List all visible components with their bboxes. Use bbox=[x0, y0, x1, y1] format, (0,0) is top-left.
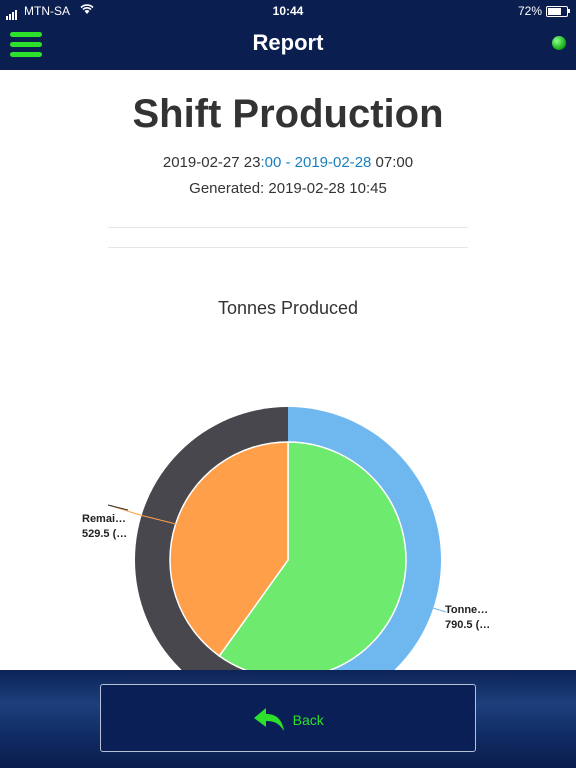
back-button[interactable]: Back bbox=[100, 684, 476, 752]
report-time-range: 2019-02-27 23:00 - 2019-02-28 07:00 bbox=[0, 154, 576, 171]
range-start-text: 2019-02-27 23 bbox=[162, 154, 261, 171]
status-bar: MTN-SA 10:44 72% bbox=[0, 0, 576, 22]
back-arrow-icon bbox=[254, 708, 285, 731]
report-content[interactable]: Shift Production 2019-02-27 23:00 - 2019… bbox=[0, 70, 576, 670]
chart-title: Tonnes Produced bbox=[217, 298, 359, 318]
wifi-icon bbox=[80, 4, 94, 14]
footer-bar: Back bbox=[0, 670, 576, 768]
leader-line-right bbox=[399, 597, 447, 613]
pie-slice-0 bbox=[218, 441, 407, 670]
connection-status-icon bbox=[552, 36, 566, 50]
battery-icon bbox=[546, 6, 570, 17]
clock: 10:44 bbox=[272, 4, 304, 18]
carrier-label: MTN-SA bbox=[24, 4, 70, 18]
divider bbox=[108, 227, 468, 228]
page-title: Report bbox=[252, 30, 324, 55]
hamburger-menu-icon[interactable] bbox=[10, 30, 44, 60]
slice-label-name-right: Tonne… bbox=[445, 604, 488, 616]
leader-line-left-dark bbox=[107, 504, 129, 511]
slice-label-name-left: Remai… bbox=[82, 513, 126, 525]
leader-line-left-orange bbox=[107, 504, 177, 525]
slice-label-value-right: 790.5 (… bbox=[445, 619, 490, 631]
divider bbox=[108, 247, 468, 248]
range-link-text: :00 - 2019-02-28 bbox=[260, 154, 372, 171]
range-end-text: 07:00 bbox=[371, 154, 414, 171]
tonnes-pie-chart: Tonne… 790.5 (… Remai… 529.5 (… bbox=[82, 407, 490, 670]
battery-percentage: 72% bbox=[517, 4, 542, 18]
battery-level bbox=[548, 8, 561, 15]
generated-timestamp: Generated: 2019-02-28 10:45 bbox=[189, 180, 387, 197]
nav-bar: Report bbox=[0, 22, 576, 70]
back-button-label: Back bbox=[292, 712, 324, 728]
report-title: Shift Production bbox=[132, 92, 444, 136]
signal-icon bbox=[6, 6, 18, 20]
slice-label-value-left: 529.5 (… bbox=[82, 528, 127, 540]
